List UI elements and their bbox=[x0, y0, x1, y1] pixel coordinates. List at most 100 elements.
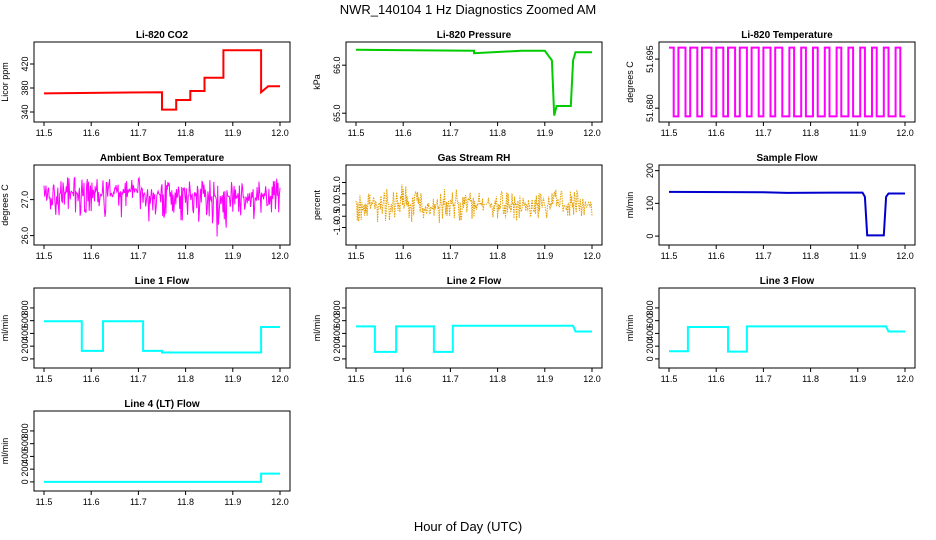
chart-panel-4: Ambient Box Temperature degrees C 26.0 27.0… bbox=[0, 153, 291, 261]
series-line bbox=[355, 184, 593, 223]
y-tick-label: 400 bbox=[20, 326, 30, 341]
y-tick-label: 400 bbox=[20, 449, 30, 464]
x-tick-label: 12.0 bbox=[583, 251, 601, 261]
y-tick-label: 800 bbox=[332, 300, 342, 315]
x-tick-label: 11.7 bbox=[755, 128, 772, 138]
series-group bbox=[355, 184, 593, 223]
plot-frame bbox=[345, 41, 603, 123]
x-tick-label: 11.5 bbox=[348, 374, 365, 384]
y-tick-label: 600 bbox=[20, 436, 30, 451]
x-tick-label: 12.0 bbox=[896, 374, 914, 384]
x-tick-label: 11.9 bbox=[536, 374, 553, 384]
y-tick-label: 600 bbox=[645, 313, 655, 328]
series-group bbox=[669, 46, 905, 118]
series-line bbox=[44, 320, 280, 354]
series-group bbox=[44, 472, 280, 483]
x-tick-label: 11.5 bbox=[348, 128, 365, 138]
x-tick-label: 11.5 bbox=[36, 374, 53, 384]
x-tick-label: 11.8 bbox=[489, 374, 506, 384]
x-tick-label: 11.6 bbox=[395, 374, 412, 384]
panel-title: Line 3 Flow bbox=[760, 276, 815, 287]
panel-title: Line 1 Flow bbox=[135, 276, 190, 287]
y-tick-label: 100 bbox=[645, 196, 655, 211]
panel-title: Li-820 Pressure bbox=[437, 30, 512, 41]
x-tick-label: 12.0 bbox=[271, 374, 289, 384]
y-axis-label: kPa bbox=[312, 74, 322, 90]
y-tick-label: 600 bbox=[332, 313, 342, 328]
y-axis-label: ml/min bbox=[0, 438, 10, 465]
x-tick-label: 12.0 bbox=[271, 128, 289, 138]
x-tick-label: 11.9 bbox=[849, 374, 866, 384]
x-tick-label: 11.9 bbox=[849, 251, 866, 261]
x-tick-label: 11.9 bbox=[224, 497, 241, 507]
plot-frame bbox=[658, 41, 916, 123]
x-tick-label: 11.6 bbox=[708, 251, 725, 261]
plot-frame bbox=[345, 287, 603, 369]
series-group bbox=[669, 325, 905, 353]
x-tick-label: 11.8 bbox=[802, 128, 819, 138]
x-tick-label: 11.7 bbox=[755, 251, 772, 261]
x-tick-label: 11.6 bbox=[83, 497, 100, 507]
series-group bbox=[668, 190, 905, 237]
y-tick-label: 200 bbox=[645, 163, 655, 178]
x-tick-label: 11.9 bbox=[224, 251, 241, 261]
y-tick-label: 600 bbox=[20, 313, 30, 328]
x-tick-label: 12.0 bbox=[583, 374, 601, 384]
x-tick-label: 11.5 bbox=[36, 128, 53, 138]
plot-frame bbox=[33, 287, 291, 369]
panel-title: Ambient Box Temperature bbox=[100, 153, 225, 164]
series-group bbox=[44, 320, 280, 354]
x-tick-label: 11.6 bbox=[83, 374, 100, 384]
y-tick-label: 400 bbox=[645, 326, 655, 341]
panel-title: Li-820 Temperature bbox=[741, 30, 833, 41]
chart-panel-6: Sample Flow ml/min 0 100 200 11.5 11.6 11.7 11.8… bbox=[625, 153, 916, 261]
panel-title: Gas Stream RH bbox=[438, 153, 511, 164]
y-tick-label: 0.0 bbox=[332, 199, 342, 212]
y-tick-label: 0 bbox=[20, 356, 30, 361]
y-tick-label: -0.5 bbox=[332, 208, 342, 224]
y-tick-label: 400 bbox=[332, 326, 342, 341]
y-axis-label: ml/min bbox=[312, 315, 322, 342]
x-tick-label: 12.0 bbox=[271, 251, 289, 261]
x-tick-label: 11.5 bbox=[661, 128, 678, 138]
x-tick-label: 11.9 bbox=[536, 251, 553, 261]
x-tick-label: 12.0 bbox=[896, 128, 914, 138]
series-line bbox=[669, 46, 905, 118]
x-tick-label: 11.6 bbox=[395, 128, 412, 138]
x-tick-label: 11.8 bbox=[489, 251, 506, 261]
x-tick-label: 12.0 bbox=[271, 497, 289, 507]
panel-title: Line 2 Flow bbox=[447, 276, 502, 287]
x-tick-label: 11.6 bbox=[708, 128, 725, 138]
figure-title: NWR_140104 1 Hz Diagnostics Zoomed AM bbox=[340, 2, 597, 17]
y-tick-label: 51.680 bbox=[645, 94, 655, 122]
x-tick-label: 11.9 bbox=[224, 374, 241, 384]
series-line bbox=[43, 176, 281, 237]
x-tick-label: 11.8 bbox=[489, 128, 506, 138]
series-line bbox=[43, 49, 280, 111]
y-axis-label: ml/min bbox=[625, 315, 635, 342]
y-tick-label: 420 bbox=[20, 56, 30, 71]
x-tick-label: 12.0 bbox=[896, 251, 914, 261]
y-tick-label: 0 bbox=[20, 479, 30, 484]
plot-frame bbox=[33, 410, 291, 492]
x-tick-label: 11.8 bbox=[802, 251, 819, 261]
y-axis-label: Licor ppm bbox=[0, 62, 10, 102]
y-tick-label: 200 bbox=[20, 339, 30, 354]
x-tick-label: 11.7 bbox=[130, 374, 147, 384]
y-tick-label: 0 bbox=[645, 234, 655, 239]
y-tick-label: 380 bbox=[20, 80, 30, 95]
x-tick-label: 11.9 bbox=[536, 128, 553, 138]
y-tick-label: 340 bbox=[20, 104, 30, 119]
chart-panel-3: Li-820 Temperature degrees C 51.680 51.695 1… bbox=[625, 30, 916, 138]
y-tick-label: 200 bbox=[20, 462, 30, 477]
x-tick-label: 11.8 bbox=[177, 128, 194, 138]
plot-frame bbox=[33, 41, 291, 123]
x-tick-label: 11.7 bbox=[130, 128, 147, 138]
y-tick-label: 0 bbox=[645, 356, 655, 361]
y-tick-label: 27.0 bbox=[20, 191, 30, 209]
series-line bbox=[668, 190, 905, 237]
